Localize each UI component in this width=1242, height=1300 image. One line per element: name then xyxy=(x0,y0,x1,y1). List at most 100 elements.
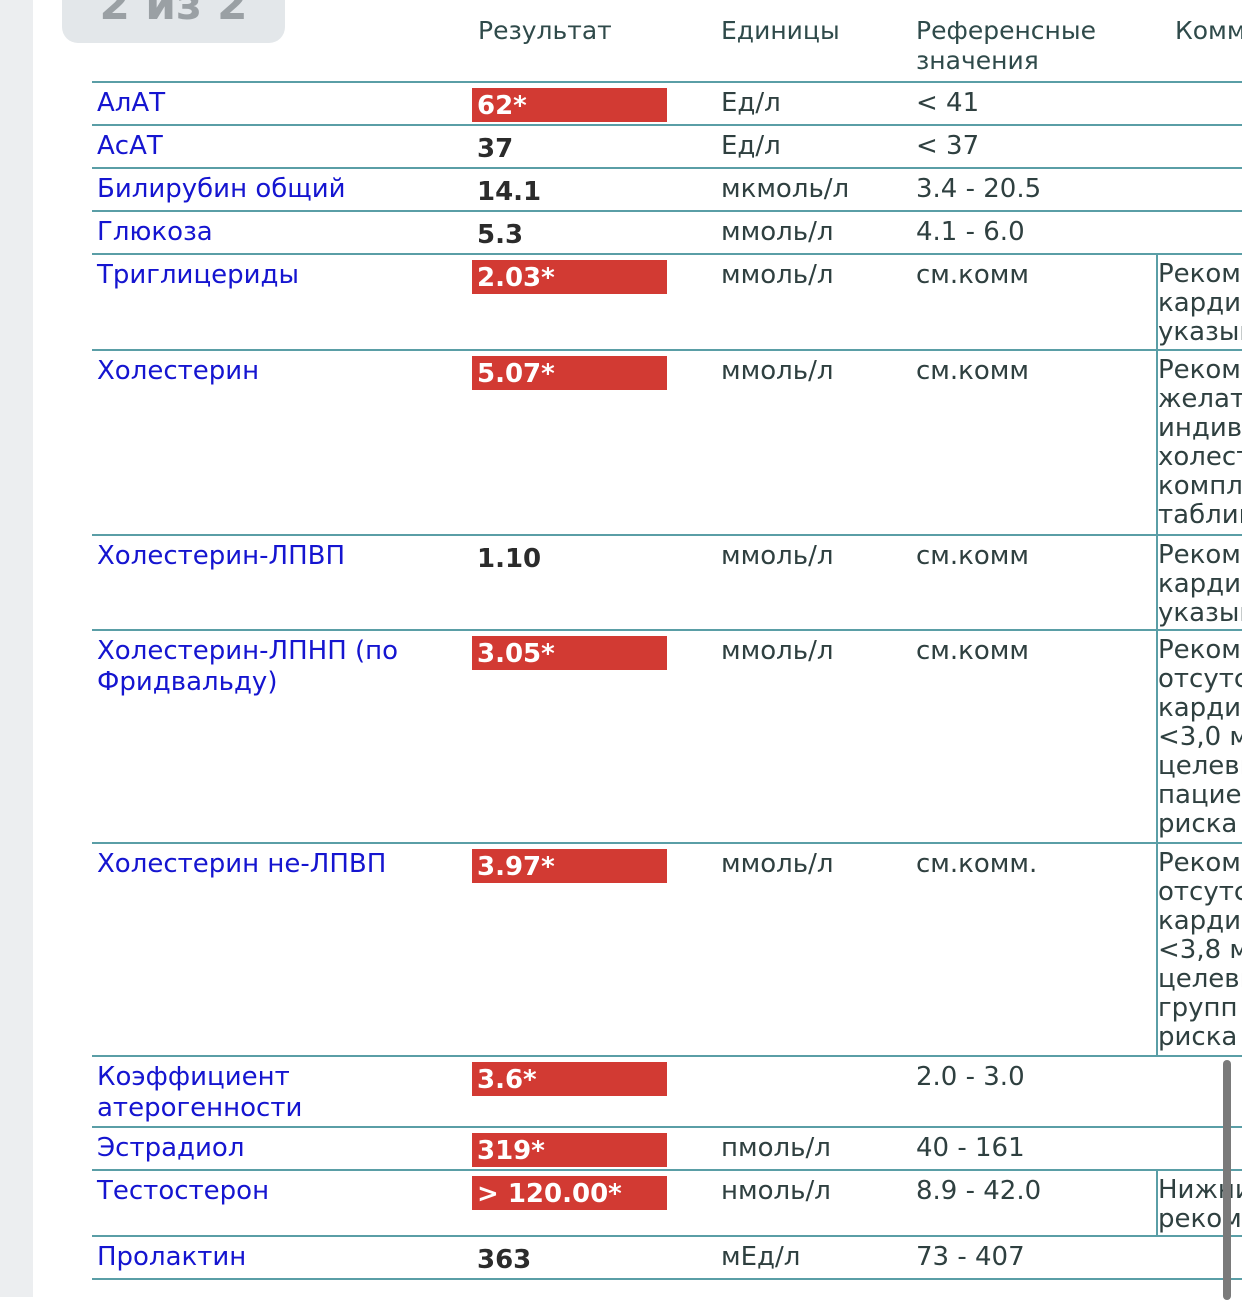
test-name: Коэффициент атерогенности xyxy=(97,1062,303,1123)
comment-line: холест xyxy=(1158,442,1242,472)
comment-line: <3,0 м xyxy=(1158,722,1242,752)
units: ммоль/л xyxy=(721,636,834,666)
table-row: Триглицериды 2.03* ммоль/л см.комм Рекомекар… xyxy=(0,254,1242,350)
units: мЕд/л xyxy=(721,1242,801,1272)
test-name: Тестостерон xyxy=(97,1176,270,1206)
comment-line: <3,8 м xyxy=(1158,935,1242,965)
comment-border xyxy=(1156,630,1158,843)
comment-line: групп xyxy=(1158,993,1238,1023)
page-indicator: 2 из 2 xyxy=(62,0,285,43)
row-divider xyxy=(92,253,1242,255)
page-indicator-text: 2 из 2 xyxy=(99,0,248,30)
result-value: 3.6* xyxy=(472,1062,667,1096)
header-result: Результат xyxy=(478,16,612,45)
reference-range: 40 - 161 xyxy=(916,1133,1025,1163)
table-row: Холестерин-ЛПНП (по Фридвальду) 3.05* ммол… xyxy=(0,630,1242,843)
row-divider xyxy=(92,210,1242,212)
units: Ед/л xyxy=(721,88,781,118)
comment-line: целевы xyxy=(1158,964,1242,994)
row-divider xyxy=(92,629,1242,631)
table-row: АсАТ 37 Ед/л < 37 xyxy=(0,125,1242,168)
test-name: АлАТ xyxy=(97,88,166,118)
comment: Рекомекардиоуказыв xyxy=(1158,541,1242,628)
row-divider xyxy=(92,1278,1242,1280)
result-value: 363 xyxy=(477,1245,532,1275)
test-name: АсАТ xyxy=(97,131,163,161)
reference-range: см.комм xyxy=(916,260,1030,290)
header-comment: Комм xyxy=(1175,16,1242,45)
comment: Рекомеотсутскардио<3,0 мцелевыпациенриск… xyxy=(1158,636,1242,839)
units: нмоль/л xyxy=(721,1176,831,1206)
units: ммоль/л xyxy=(721,260,834,290)
reference-range: см.комм xyxy=(916,541,1030,571)
row-divider xyxy=(92,1055,1242,1057)
units: ммоль/л xyxy=(721,541,834,571)
reference-range: 2.0 - 3.0 xyxy=(916,1062,1025,1092)
table-row: Билирубин общий 14.1 мкмоль/л 3.4 - 20.5 xyxy=(0,168,1242,211)
comment-line: Рекоме xyxy=(1158,636,1242,665)
row-divider xyxy=(92,81,1242,83)
comment-border xyxy=(1156,254,1158,350)
comment-line: желате xyxy=(1158,384,1242,414)
reference-range: 73 - 407 xyxy=(916,1242,1025,1272)
units: мкмоль/л xyxy=(721,174,850,204)
test-name: Пролактин xyxy=(97,1242,247,1272)
left-margin xyxy=(0,0,33,1297)
reference-range: см.комм. xyxy=(916,849,1038,879)
comment-line: индиви xyxy=(1158,413,1242,443)
table-row: Холестерин не-ЛПВП 3.97* ммоль/л см.комм. Ре… xyxy=(0,843,1242,1056)
reference-range: см.комм xyxy=(916,636,1030,666)
header-reference-line1: Референсные xyxy=(916,16,1097,45)
reference-range: 4.1 - 6.0 xyxy=(916,217,1025,247)
result-value: 319* xyxy=(472,1133,667,1167)
comment-line: Рекоме xyxy=(1158,541,1242,570)
units: Ед/л xyxy=(721,131,781,161)
table-row: Пролактин 363 мЕд/л 73 - 407 xyxy=(0,1236,1242,1279)
row-divider xyxy=(92,1169,1242,1171)
result-value: 5.07* xyxy=(472,356,667,390)
table-row: Коэффициент атерогенности 3.6* 2.0 - 3.0 xyxy=(0,1056,1242,1127)
result-value: > 120.00* xyxy=(472,1176,667,1210)
result-value: 5.3 xyxy=(477,220,524,250)
comment: Рекомежелатеиндивихолесткомплетаблиц xyxy=(1158,356,1242,530)
header-reference: Референсные значения xyxy=(916,16,1096,76)
table-row: АлАТ 62* Ед/л < 41 xyxy=(0,82,1242,125)
comment-line: Рекоме xyxy=(1158,260,1242,289)
comment-line: кардио xyxy=(1158,288,1242,318)
comment-line: указыв xyxy=(1158,598,1242,628)
units: ммоль/л xyxy=(721,849,834,879)
header-units: Единицы xyxy=(721,16,840,45)
test-name: Эстрадиол xyxy=(97,1133,245,1163)
table-row: Холестерин-ЛПВП 1.10 ммоль/л см.комм Рекомек… xyxy=(0,535,1242,630)
units: ммоль/л xyxy=(721,356,834,386)
reference-range: 8.9 - 42.0 xyxy=(916,1176,1042,1206)
scrollbar[interactable] xyxy=(1223,1060,1231,1300)
comment-line: компле xyxy=(1158,471,1242,501)
row-divider xyxy=(92,534,1242,536)
test-name: Холестерин-ЛПВП xyxy=(97,541,346,571)
table-row: Тестостерон > 120.00* нмоль/л 8.9 - 42.0 Ниж… xyxy=(0,1170,1242,1236)
reference-range: < 41 xyxy=(916,88,980,118)
row-divider xyxy=(92,124,1242,126)
comment: Рекомекардиоуказыв xyxy=(1158,260,1242,347)
test-name: Холестерин xyxy=(97,356,260,386)
reference-range: см.комм xyxy=(916,356,1030,386)
header-reference-line2: значения xyxy=(916,46,1039,75)
row-divider xyxy=(92,167,1242,169)
result-value: 2.03* xyxy=(472,260,667,294)
table-row: Холестерин 5.07* ммоль/л см.комм Рекомежелат… xyxy=(0,350,1242,535)
comment-line: отсутс xyxy=(1158,664,1242,694)
result-value: 62* xyxy=(472,88,667,122)
comment-line: кардио xyxy=(1158,906,1242,936)
result-value: 14.1 xyxy=(477,177,542,207)
comment-border xyxy=(1156,535,1158,630)
comment-line: указыв xyxy=(1158,317,1242,347)
test-name: Холестерин не-ЛПВП xyxy=(97,849,387,879)
reference-range: < 37 xyxy=(916,131,980,161)
comment-line: риска xyxy=(1158,809,1238,839)
result-value: 3.05* xyxy=(472,636,667,670)
comment-line: риска xyxy=(1158,1022,1238,1052)
result-value: 3.97* xyxy=(472,849,667,883)
reference-range: 3.4 - 20.5 xyxy=(916,174,1042,204)
row-divider xyxy=(92,1235,1242,1237)
